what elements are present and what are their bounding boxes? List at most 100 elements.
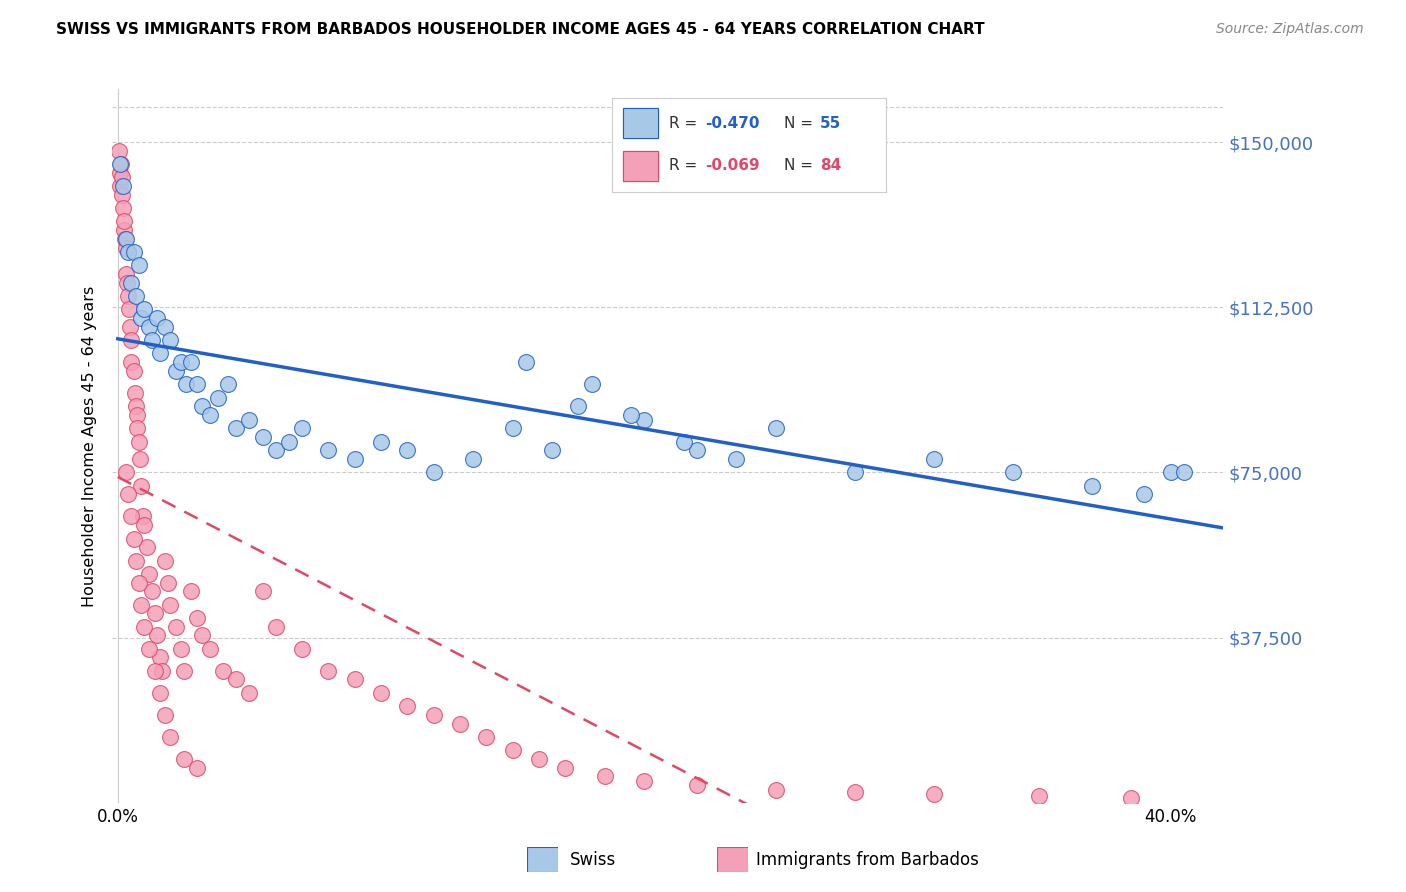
Point [461, 452, 484, 467]
Point [129, 452, 152, 467]
Point [396, 443, 419, 458]
Point [318, 664, 340, 678]
Y-axis label: Householder Income Ages 45 - 64 years: Householder Income Ages 45 - 64 years [82, 285, 97, 607]
Point [686, 443, 709, 458]
Text: -0.470: -0.470 [704, 116, 759, 131]
Point [117, 245, 139, 260]
Point [117, 289, 139, 303]
Point [122, 245, 145, 260]
Bar [623, 151, 658, 180]
Point [1173, 466, 1195, 480]
Point [264, 443, 287, 458]
Text: Immigrants from Barbados: Immigrants from Barbados [756, 851, 980, 869]
Point [370, 434, 392, 449]
Point [191, 400, 214, 414]
Point [186, 611, 208, 625]
Point [131, 598, 153, 612]
Point [238, 686, 260, 700]
Point [620, 408, 643, 422]
Point [173, 664, 195, 678]
Point [141, 584, 163, 599]
Point [370, 686, 392, 700]
Point [318, 443, 340, 458]
Point [186, 760, 208, 774]
Point [502, 421, 524, 435]
Point [149, 346, 172, 360]
Point [159, 730, 181, 744]
Bar [623, 109, 658, 138]
Point [1028, 789, 1050, 804]
Point [217, 377, 239, 392]
Point [125, 400, 148, 414]
Point [159, 598, 181, 612]
Point [141, 333, 163, 347]
Point [672, 434, 695, 449]
Point [149, 686, 172, 700]
Point [1133, 487, 1156, 501]
Point [112, 223, 135, 237]
Point [515, 355, 537, 369]
Point [153, 553, 176, 567]
Point [149, 650, 172, 665]
Point [108, 166, 131, 180]
Point [173, 752, 195, 766]
Point [114, 241, 136, 255]
Point [198, 641, 221, 656]
Point [1080, 478, 1102, 492]
Point [110, 157, 132, 171]
Bar [623, 109, 658, 138]
Point [291, 421, 314, 435]
Point [170, 355, 193, 369]
Point [174, 377, 197, 392]
Point [527, 752, 550, 766]
Point [475, 730, 498, 744]
Bar [623, 151, 658, 180]
Point [138, 566, 160, 581]
Point [765, 421, 787, 435]
Point [554, 760, 576, 774]
Point [146, 628, 169, 642]
Point [120, 355, 142, 369]
Point [127, 421, 149, 435]
Text: SWISS VS IMMIGRANTS FROM BARBADOS HOUSEHOLDER INCOME AGES 45 - 64 YEARS CORRELAT: SWISS VS IMMIGRANTS FROM BARBADOS HOUSEH… [56, 22, 984, 37]
Point [449, 716, 471, 731]
Text: N =: N = [785, 116, 818, 131]
Point [112, 214, 135, 228]
Point [422, 466, 444, 480]
Point [1160, 466, 1182, 480]
Point [238, 412, 260, 426]
Point [225, 421, 247, 435]
Point [110, 179, 132, 194]
Point [131, 478, 153, 492]
Point [191, 628, 214, 642]
Text: N =: N = [785, 158, 818, 173]
Point [198, 408, 221, 422]
Point [114, 466, 136, 480]
Point [633, 773, 655, 788]
Point [138, 641, 160, 656]
Point [117, 487, 139, 501]
Point [844, 466, 866, 480]
Point [143, 664, 166, 678]
Point [252, 584, 274, 599]
Point [125, 289, 148, 303]
Point [343, 673, 366, 687]
Point [186, 377, 208, 392]
Point [128, 434, 150, 449]
Point [114, 232, 136, 246]
Point [291, 641, 314, 656]
Point [131, 311, 153, 326]
Point [277, 434, 299, 449]
Point [686, 778, 709, 792]
Point [153, 320, 176, 334]
Point [156, 575, 179, 590]
Point [132, 619, 155, 633]
Point [180, 584, 202, 599]
Point [212, 664, 235, 678]
Point [111, 179, 134, 194]
Point [153, 707, 176, 722]
Point [118, 302, 141, 317]
Point [118, 320, 141, 334]
Text: -0.069: -0.069 [704, 158, 759, 173]
Point [111, 188, 134, 202]
